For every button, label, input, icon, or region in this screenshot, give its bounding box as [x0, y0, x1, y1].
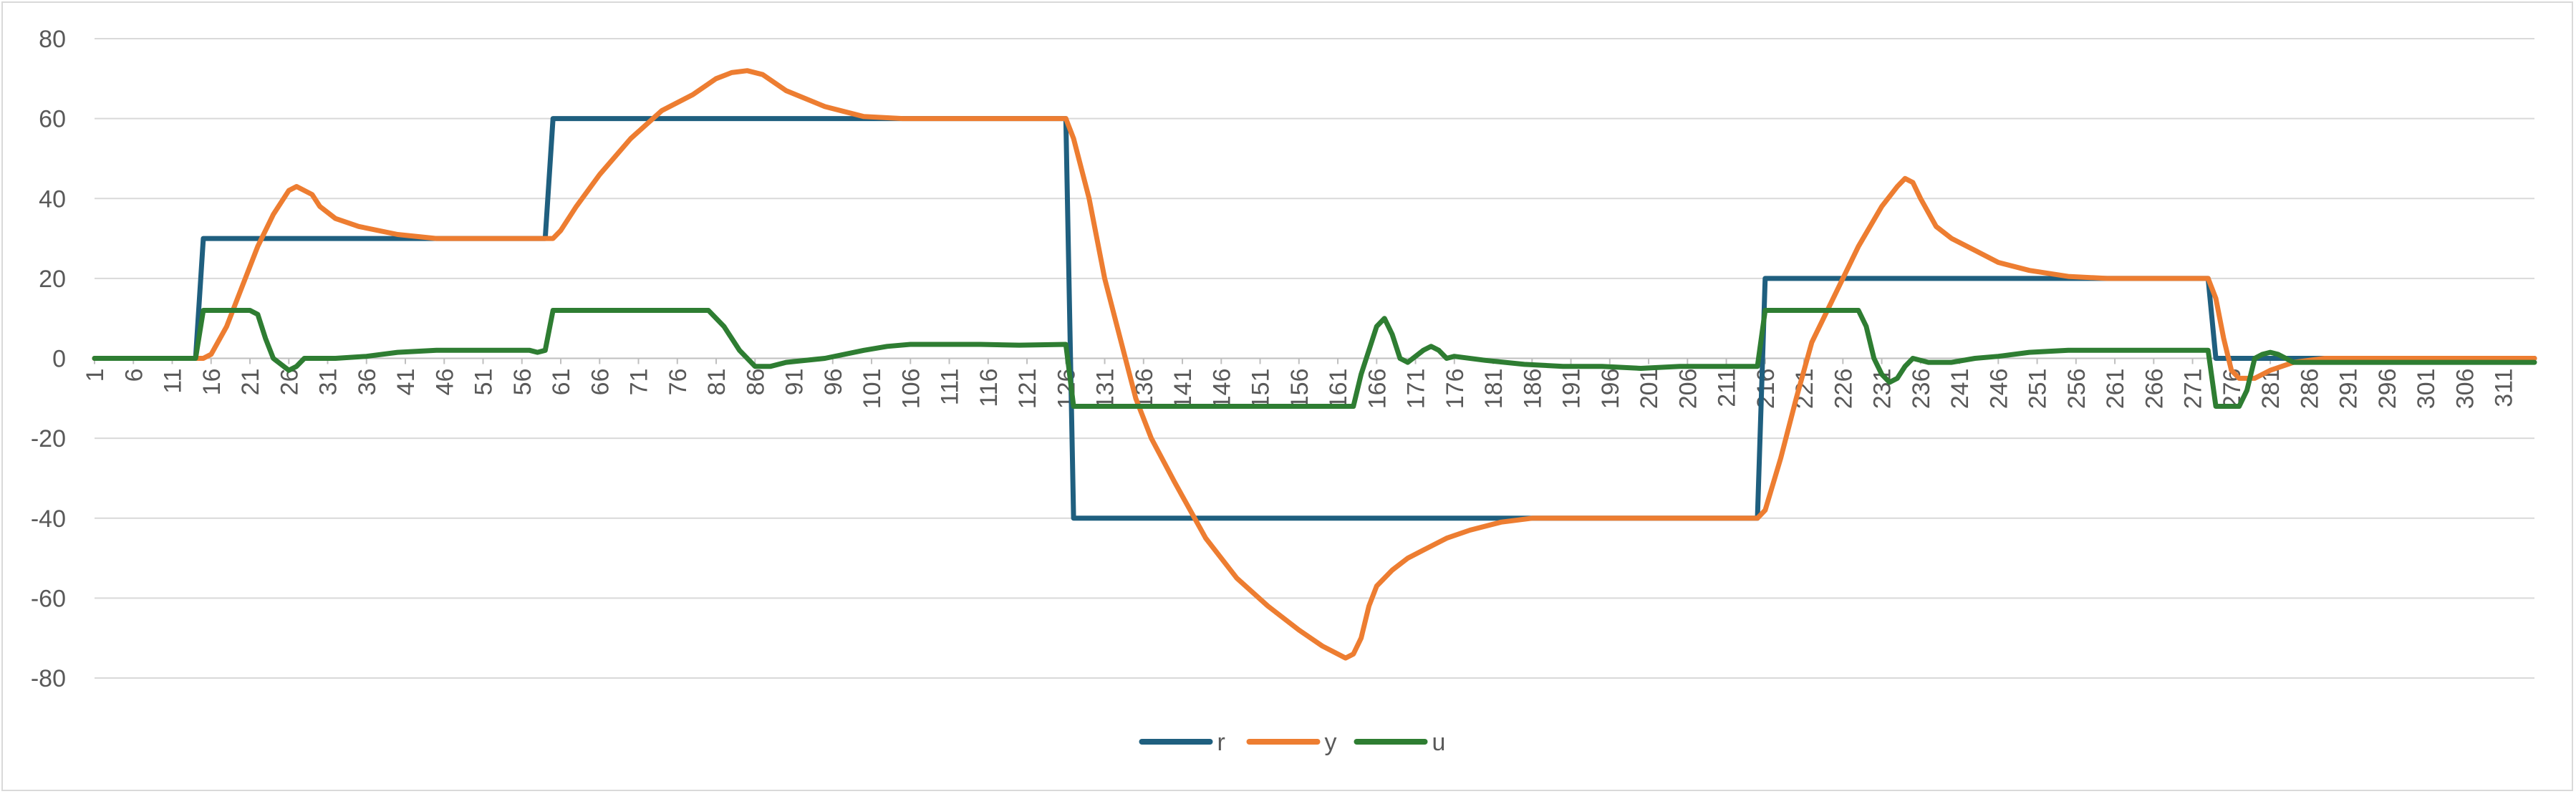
y-tick-label: -40: [31, 505, 66, 533]
x-tick-label: 101: [859, 369, 886, 410]
x-tick-label: 46: [431, 369, 458, 396]
x-tick-label: 216: [1752, 369, 1780, 410]
x-tick-label: 246: [1985, 369, 2012, 410]
x-tick-label: 256: [2063, 369, 2090, 410]
x-tick-label: 156: [1286, 369, 1313, 410]
gridlines: [94, 38, 2534, 679]
x-tick-label: 301: [2413, 369, 2440, 410]
x-tick-label: 126: [1053, 369, 1080, 410]
y-tick-label: 0: [52, 346, 66, 373]
x-tick-label: 311: [2491, 369, 2518, 407]
x-tick-label: 146: [1208, 369, 1235, 410]
x-tick-label: 296: [2374, 369, 2401, 410]
series-line-r: [92, 116, 2537, 521]
series-lines: [92, 68, 2537, 661]
x-tick-label: 106: [897, 369, 925, 410]
x-tick-label: 201: [1636, 369, 1663, 410]
y-tick-label: 40: [39, 185, 66, 213]
x-tick-label: 56: [509, 369, 536, 396]
x-tick-label: 1: [82, 369, 109, 382]
x-tick-label: 86: [742, 369, 769, 396]
x-tick-label: 121: [1014, 369, 1041, 410]
x-tick-label: 66: [587, 369, 614, 396]
y-tick-label: 80: [39, 26, 66, 53]
x-tick-label: 251: [2025, 369, 2052, 410]
x-tick-label: 11: [160, 369, 187, 394]
x-tick-label: 116: [975, 369, 1003, 407]
x-tick-label: 261: [2102, 369, 2129, 410]
x-tick-label: 241: [1947, 369, 1974, 410]
x-tick-label: 186: [1519, 369, 1546, 410]
y-tick-label: -60: [31, 585, 66, 612]
x-tick-label: 286: [2296, 369, 2323, 410]
x-tick-label: 96: [820, 369, 847, 396]
y-tick-label: 60: [39, 106, 66, 133]
x-tick-label: 6: [120, 369, 148, 382]
x-tick-label: 196: [1597, 369, 1624, 410]
x-tick-label: 91: [781, 369, 809, 396]
x-tick-label: 36: [354, 369, 381, 396]
x-tick-label: 26: [276, 369, 303, 396]
x-tick-label: 61: [548, 369, 575, 396]
x-tick-label: 206: [1674, 369, 1702, 410]
x-tick-label: 226: [1830, 369, 1857, 410]
x-tick-label: 191: [1558, 369, 1586, 410]
x-tick-label: 41: [392, 369, 420, 396]
x-tick-label: 211: [1714, 369, 1741, 407]
x-tick-label: 176: [1442, 368, 1469, 409]
x-tick-label: 131: [1092, 369, 1119, 410]
y-tick-label: -80: [31, 665, 66, 692]
x-tick-label: 181: [1480, 369, 1508, 410]
x-tick-label: 71: [626, 369, 653, 396]
x-tick-label: 111: [937, 369, 964, 406]
x-tick-label: 161: [1325, 369, 1352, 410]
y-axis-tick-labels: 80 60 40 20 0 -20 -40 -60 -80: [31, 26, 66, 692]
x-tick-label: 266: [2141, 369, 2168, 410]
y-tick-label: 20: [39, 266, 66, 293]
legend-label-u: u: [1432, 729, 1446, 756]
x-tick-label: 306: [2451, 369, 2479, 410]
x-tick-label: 171: [1403, 369, 1430, 410]
x-tick-label: 236: [1908, 369, 1935, 410]
x-tick-label: 291: [2335, 369, 2363, 410]
y-tick-label: -20: [31, 425, 66, 452]
legend-label-r: r: [1217, 729, 1225, 756]
x-tick-label: 51: [471, 369, 498, 396]
x-tick-label: 81: [703, 368, 730, 395]
x-tick-label: 76: [665, 369, 692, 396]
x-tick-label: 141: [1169, 369, 1197, 410]
series-line-y: [92, 68, 2537, 661]
series-line-u: [92, 308, 2537, 409]
x-tick-label: 31: [315, 369, 342, 396]
x-axis-tick-labels: 1 6 11 16 21 26 31 36 41 46 51 56 61 66 71 76 81 86 91 96 10…: [82, 368, 2518, 409]
x-tick-label: 16: [198, 369, 226, 396]
x-tick-label: 271: [2180, 369, 2207, 410]
x-tick-label: 21: [237, 369, 264, 396]
legend-label-y: y: [1325, 729, 1337, 756]
x-tick-label: 151: [1248, 369, 1275, 410]
x-tick-label: 166: [1364, 369, 1391, 410]
